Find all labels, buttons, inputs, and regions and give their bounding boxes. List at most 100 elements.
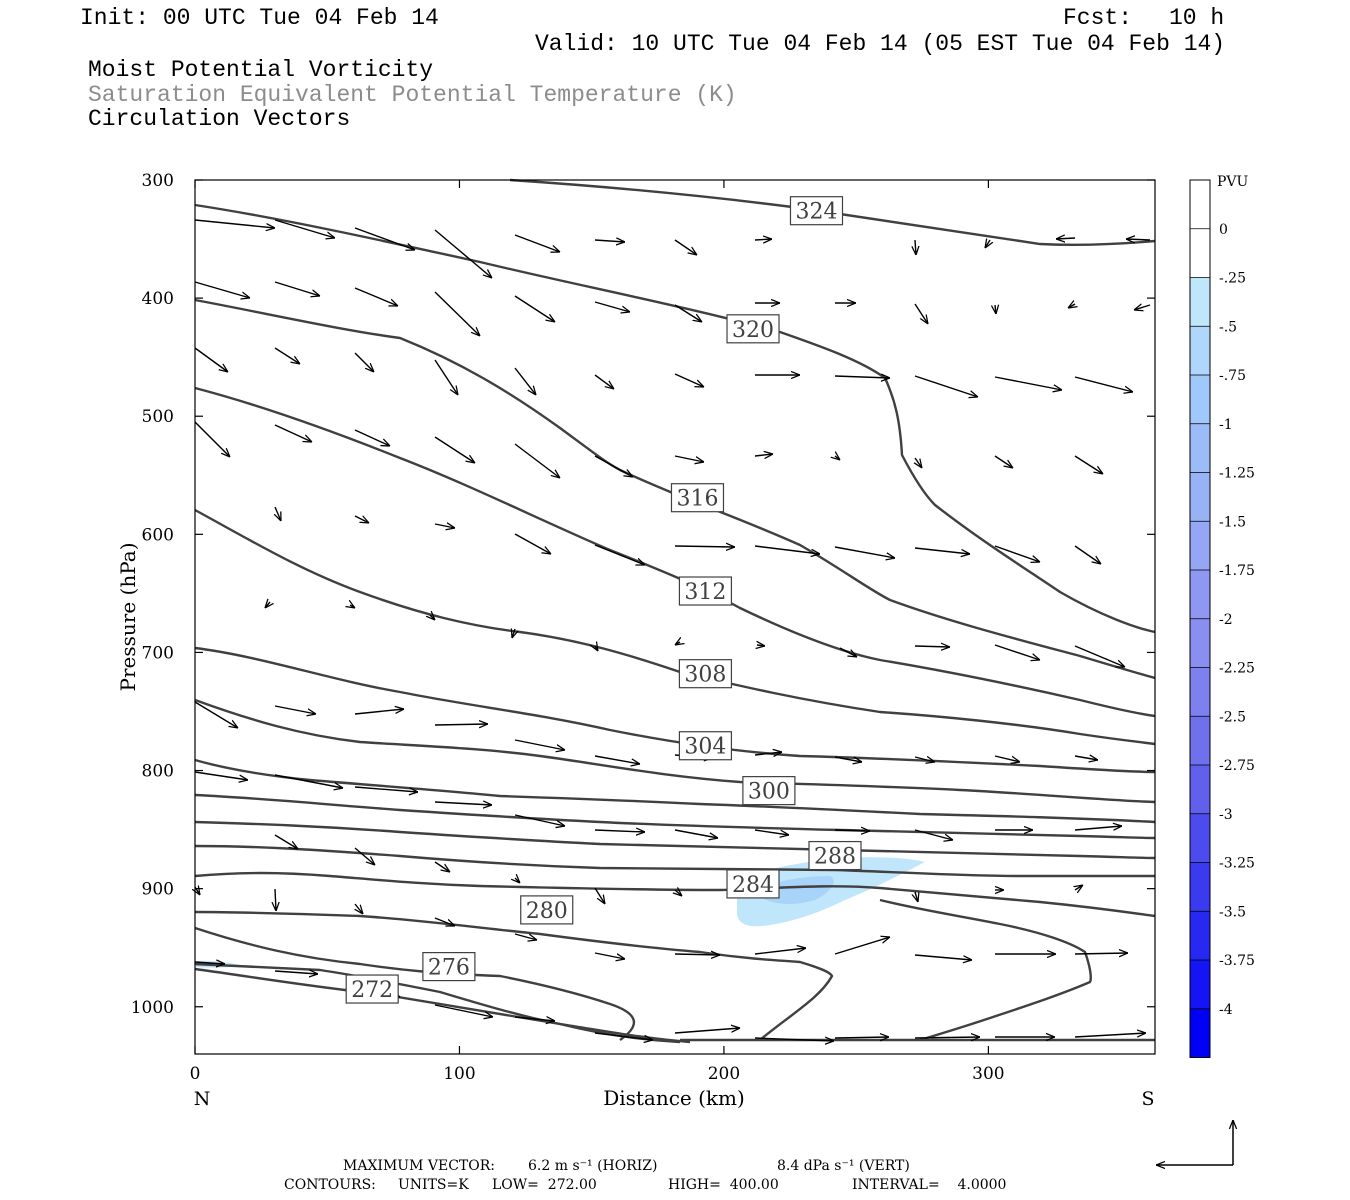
colorbar-swatch: [1190, 326, 1210, 375]
contour-labels: 324 320 316 312 308 304 300 288 284 280 276 272: [345, 196, 862, 1004]
colorbar-swatch: [1190, 618, 1210, 668]
contour-label: 308: [684, 663, 726, 688]
contour-label-box: [742, 776, 796, 806]
y-tick-label: 900: [142, 880, 174, 900]
colorbar-swatch: [1190, 862, 1210, 912]
init-time: Init: 00 UTC Tue 04 Feb 14: [80, 5, 439, 31]
contours-high: HIGH= 400.00: [668, 1177, 779, 1193]
contour-label-box: [808, 840, 862, 871]
colorbar-swatch: [1190, 521, 1210, 570]
colorbar-swatch: [1190, 1008, 1210, 1058]
forecast-label: Fcst:: [1063, 5, 1133, 31]
field-title-vectors: Circulation Vectors: [88, 106, 351, 132]
max-vector-horizontal: 6.2 m s⁻¹ (HORIZ): [528, 1158, 658, 1174]
contour-label: 276: [428, 956, 470, 981]
contour-label-box: [678, 731, 733, 761]
colorbar-label: -3.5: [1219, 904, 1246, 920]
y-tick-label: 300: [142, 171, 174, 191]
max-vector-label: MAXIMUM VECTOR:: [343, 1158, 495, 1174]
contours-low: LOW= 272.00: [492, 1177, 597, 1193]
x-tick-label: 200: [708, 1064, 740, 1084]
contour-label-box: [726, 314, 780, 344]
reference-vector: [1156, 1120, 1233, 1165]
colorbar-swatch: [1190, 180, 1210, 229]
y-tick-label: 700: [142, 643, 174, 663]
south-end-label: S: [1141, 1088, 1154, 1110]
contour-label-box: [670, 483, 725, 513]
colorbar-unit: PVU: [1217, 174, 1249, 190]
north-end-label: N: [194, 1088, 211, 1110]
colorbar-swatch: [1190, 813, 1210, 863]
x-tick-label: 300: [972, 1064, 1004, 1084]
colorbar-label: -.75: [1219, 368, 1246, 384]
x-axis-label: Distance (km): [603, 1086, 745, 1110]
valid-time: Valid: 10 UTC Tue 04 Feb 14 (05 EST Tue …: [535, 31, 1226, 57]
x-tick-label: 0: [190, 1064, 201, 1084]
pv-area-884hpa: [737, 857, 925, 927]
contours-label: CONTOURS:: [284, 1177, 376, 1193]
colorbar-label: -2.25: [1219, 661, 1255, 677]
colorbar-label: -1.75: [1219, 563, 1255, 579]
contour-label: 324: [795, 200, 837, 225]
colorbar-swatch: [1190, 716, 1210, 765]
y-tick-label: 1000: [131, 998, 174, 1018]
contour-label-box: [789, 196, 844, 226]
colorbar-label: 0: [1219, 222, 1228, 238]
contours-units: UNITS=K: [398, 1177, 469, 1193]
colorbar-label: -2.75: [1219, 758, 1255, 774]
colorbar-label: -1.5: [1219, 514, 1246, 530]
contour-label-box: [678, 659, 733, 689]
colorbar-swatch: [1190, 911, 1210, 960]
contour-label: 288: [814, 845, 856, 870]
colorbar-label: -3.75: [1219, 953, 1255, 969]
axis-ticks: 0 100 200 300 300 400 500 600 700 800 900 1000: [131, 171, 1155, 1084]
colorbar-label: -4: [1219, 1002, 1233, 1018]
contour-label: 272: [351, 978, 393, 1003]
contour-label-box: [422, 951, 476, 982]
contour-label: 280: [526, 899, 568, 924]
colorbar-swatch: [1190, 228, 1210, 278]
field-title-theta-es: Saturation Equivalent Potential Temperat…: [88, 82, 737, 108]
y-tick-label: 600: [142, 525, 174, 545]
contour-label-box: [520, 895, 574, 925]
pv-area-884hpa-core: [762, 876, 834, 904]
contour-label: 312: [684, 580, 726, 605]
colorbar-swatch: [1190, 765, 1210, 814]
circulation-vectors: [195, 219, 1151, 1041]
colorbar-label: -1.25: [1219, 466, 1255, 482]
colorbar-swatch: [1190, 570, 1210, 619]
field-title-pv: Moist Potential Vorticity: [88, 57, 434, 83]
contour-label: 320: [732, 318, 774, 343]
colorbar-swatch: [1190, 472, 1210, 522]
contour-label: 300: [748, 780, 790, 805]
theta-es-contours: [194, 178, 1156, 1044]
colorbar-label: -3.25: [1219, 856, 1255, 872]
y-tick-label: 800: [142, 762, 174, 782]
y-tick-label: 400: [142, 289, 174, 309]
x-tick-label: 100: [443, 1064, 475, 1084]
contour-label: 316: [676, 487, 718, 512]
colorbar-label: -.25: [1219, 271, 1246, 287]
colorbar-label: -2: [1219, 612, 1233, 628]
y-axis-label: Pressure (hPa): [116, 543, 140, 692]
contour-label-box: [678, 576, 733, 606]
colorbar-swatch: [1190, 667, 1210, 717]
contour-label-box: [726, 869, 780, 899]
colorbar-label: -3: [1219, 807, 1233, 823]
max-vector-vertical: 8.4 dPa s⁻¹ (VERT): [777, 1158, 910, 1174]
contour-label: 284: [732, 873, 774, 898]
colorbar-swatch: [1190, 423, 1210, 473]
plot-frame: [194, 179, 1156, 1055]
forecast-hour: 10 h: [1169, 5, 1225, 31]
pv-colorbar: 0 -.25 -.5 -.75 -1 -1.25 -1.5 -1.75 -2 -2.25 -2.5 -…: [1189, 179, 1255, 1058]
contours-interval: INTERVAL= 4.0000: [852, 1177, 1007, 1193]
pv-shading: [196, 857, 925, 968]
y-tick-label: 500: [142, 407, 174, 427]
colorbar-label: -1: [1219, 417, 1233, 433]
colorbar-swatch: [1190, 375, 1210, 424]
contour-label: 304: [684, 735, 726, 760]
colorbar-label: -.5: [1219, 319, 1237, 335]
colorbar-swatch: [1190, 277, 1210, 327]
colorbar-label: -2.5: [1219, 709, 1246, 725]
